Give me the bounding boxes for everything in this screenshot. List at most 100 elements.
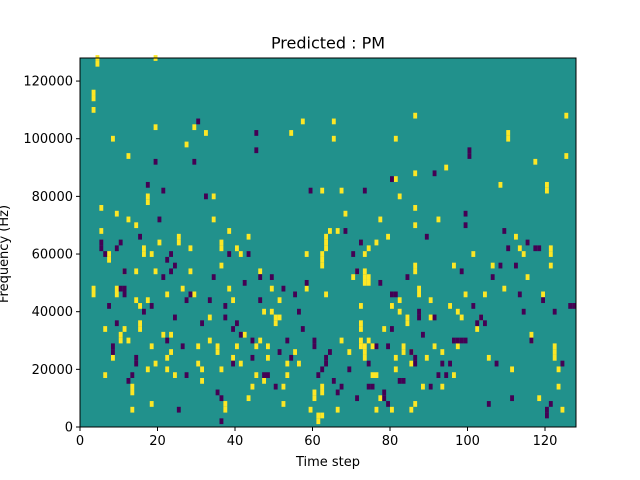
heatmap-cell-low xyxy=(107,303,111,309)
heatmap-cell-low xyxy=(161,274,166,280)
heatmap-cell-high xyxy=(347,349,352,355)
heatmap-cell-high xyxy=(281,401,286,407)
heatmap-cell-high xyxy=(486,354,491,361)
heatmap-cell-low xyxy=(273,383,278,390)
heatmap-cell-high xyxy=(269,308,274,315)
heatmap-cell-high xyxy=(91,89,96,96)
heatmap-cell-high xyxy=(138,326,142,332)
x-tick-label: 40 xyxy=(227,434,244,449)
heatmap-cell-high xyxy=(258,268,263,275)
heatmap-cell-high xyxy=(180,285,185,292)
heatmap-cell-low xyxy=(483,320,487,327)
heatmap-cell-high xyxy=(114,291,119,298)
heatmap-cell-low xyxy=(537,245,542,252)
heatmap-cell-high xyxy=(111,354,115,361)
heatmap-cell-low xyxy=(362,187,367,194)
heatmap-cell-low xyxy=(281,285,286,292)
heatmap-cell-high xyxy=(273,314,278,321)
heatmap-cell-low xyxy=(196,118,201,125)
heatmap-cell-low xyxy=(405,274,410,280)
heatmap-cell-low xyxy=(289,354,294,361)
heatmap-cell-high xyxy=(545,187,549,194)
heatmap-cell-high xyxy=(134,222,139,229)
x-tick-label: 80 xyxy=(382,434,399,449)
heatmap-cell-low xyxy=(165,337,170,344)
heatmap-cell-high xyxy=(207,337,212,344)
heatmap-cell-high xyxy=(362,343,367,350)
heatmap-cell-high xyxy=(324,233,328,240)
y-tick-label: 100000 xyxy=(23,132,73,147)
heatmap-cell-high xyxy=(359,303,363,309)
heatmap-cell-high xyxy=(165,366,170,373)
heatmap-cell-high xyxy=(506,130,511,136)
heatmap-cell-low xyxy=(490,274,495,280)
heatmap-cell-low xyxy=(235,320,239,327)
heatmap-cell-high xyxy=(126,153,131,159)
heatmap-cell-low xyxy=(545,406,549,413)
heatmap-cell-high xyxy=(142,251,146,257)
heatmap-cell-high xyxy=(417,291,421,298)
heatmap-cell-high xyxy=(281,383,286,390)
heatmap-cell-high xyxy=(111,135,115,142)
heatmap-cell-low xyxy=(312,337,317,344)
heatmap-cell-high xyxy=(320,389,325,396)
heatmap-cell-high xyxy=(285,372,290,378)
heatmap-cell-low xyxy=(304,279,309,286)
heatmap-cell-high xyxy=(335,406,340,413)
heatmap-cell-low xyxy=(390,176,394,182)
heatmap-cell-low xyxy=(440,360,445,367)
heatmap-cell-low xyxy=(316,372,321,378)
heatmap-cell-low xyxy=(331,377,336,384)
heatmap-cell-high xyxy=(537,395,542,402)
heatmap-cell-low xyxy=(413,354,418,361)
heatmap-cell-high xyxy=(471,251,476,257)
heatmap-cell-high xyxy=(235,245,239,252)
heatmap-cell-high xyxy=(91,285,96,292)
heatmap-cell-high xyxy=(413,222,418,229)
heatmap-cell-low xyxy=(393,291,398,298)
heatmap-cell-low xyxy=(122,285,127,292)
heatmap-cell-high xyxy=(452,372,456,378)
heatmap-cell-high xyxy=(510,366,514,373)
heatmap-cell-low xyxy=(176,406,181,413)
heatmap-cell-high xyxy=(483,291,487,298)
heatmap-cell-high xyxy=(149,343,154,350)
heatmap-cell-high xyxy=(556,366,561,373)
heatmap-cell-high xyxy=(393,366,398,373)
heatmap-cell-high xyxy=(153,268,158,275)
heatmap-cell-low xyxy=(417,308,421,315)
heatmap-cell-high xyxy=(560,406,565,413)
heatmap-cell-high xyxy=(107,256,111,263)
heatmap-cell-low xyxy=(475,320,480,327)
heatmap-cell-high xyxy=(289,130,294,136)
heatmap-cell-high xyxy=(149,251,154,257)
heatmap-cell-low xyxy=(421,331,425,338)
heatmap-cell-low xyxy=(390,291,394,298)
heatmap-cell-high xyxy=(390,406,394,413)
heatmap-cell-high xyxy=(421,383,425,390)
heatmap-cell-low xyxy=(463,210,468,217)
heatmap-cell-low xyxy=(231,326,235,332)
heatmap-cell-low xyxy=(258,274,263,280)
heatmap-cell-high xyxy=(145,297,150,304)
heatmap-cell-high xyxy=(227,285,232,292)
heatmap-cell-high xyxy=(397,297,402,304)
heatmap-cell-low xyxy=(374,343,379,350)
heatmap-cell-low xyxy=(231,360,235,367)
heatmap-cell-high xyxy=(533,158,538,165)
heatmap-cell-low xyxy=(479,314,483,321)
heatmap-cell-high xyxy=(118,331,123,338)
heatmap-cell-high xyxy=(397,193,402,200)
heatmap-cell-high xyxy=(266,343,270,350)
heatmap-cell-high xyxy=(564,112,569,119)
heatmap-cell-low xyxy=(560,360,565,367)
heatmap-cell-high xyxy=(219,366,224,373)
heatmap-cell-low xyxy=(114,320,119,327)
heatmap-cell-high xyxy=(246,233,251,240)
heatmap-cell-low xyxy=(138,233,142,240)
heatmap-cell-low xyxy=(455,337,460,344)
x-axis-label: Time step xyxy=(295,455,360,470)
heatmap-cell-high xyxy=(320,383,325,390)
heatmap-cell-low xyxy=(188,291,193,298)
